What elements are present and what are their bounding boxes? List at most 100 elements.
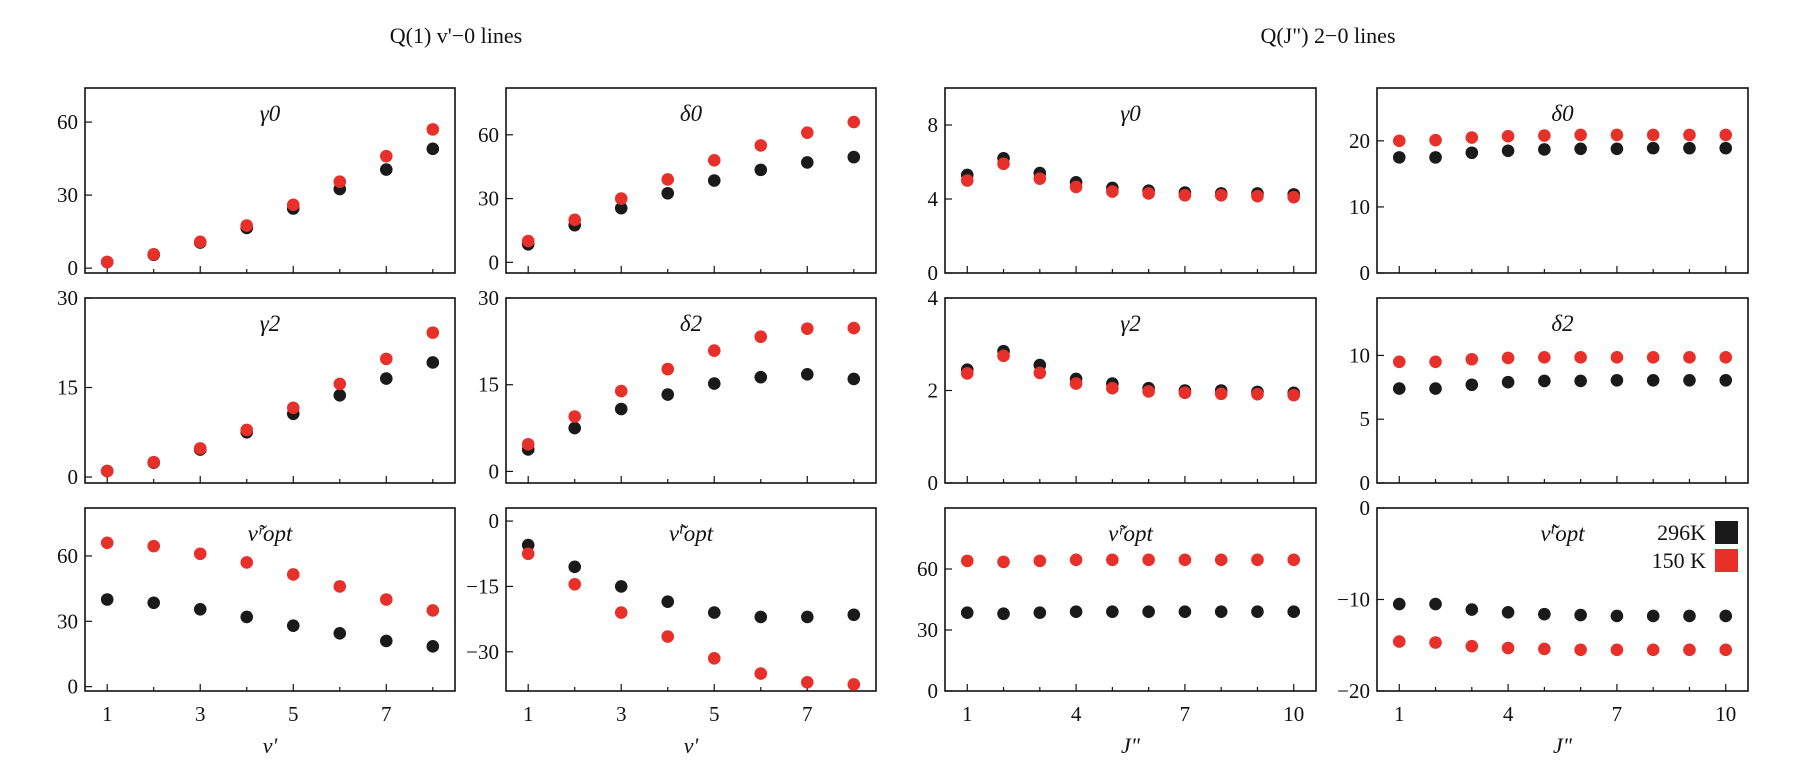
point-150k xyxy=(1142,385,1155,398)
y-tick-label: 5 xyxy=(1360,407,1371,431)
point-296k xyxy=(1719,373,1733,387)
point-150k xyxy=(997,157,1010,171)
point-296k xyxy=(1033,606,1047,620)
point-296k xyxy=(426,142,440,156)
point-296k xyxy=(661,186,675,200)
point-150k xyxy=(1251,387,1264,401)
point-296k xyxy=(661,595,675,608)
point-150k xyxy=(661,362,675,376)
point-150k xyxy=(1287,553,1301,567)
point-150k xyxy=(193,442,207,455)
point-150k xyxy=(147,247,161,261)
point-150k xyxy=(1610,643,1624,657)
panel-frame xyxy=(1376,297,1749,484)
point-150k xyxy=(1392,134,1406,148)
point-150k xyxy=(1106,381,1119,395)
point-296k xyxy=(847,608,861,622)
point-296k xyxy=(147,596,161,610)
point-150k xyxy=(960,174,974,187)
panel-frame xyxy=(1376,87,1749,274)
point-150k xyxy=(1574,351,1587,364)
point-296k xyxy=(379,634,393,648)
point-150k xyxy=(1069,180,1083,194)
panel-frame xyxy=(84,507,456,692)
point-296k xyxy=(754,370,768,384)
point-150k xyxy=(847,115,861,129)
group-title-left: Q(1) v'−0 lines xyxy=(390,23,522,48)
point-150k xyxy=(1719,351,1733,364)
point-150k xyxy=(960,554,974,568)
y-tick-label: 30 xyxy=(478,187,499,211)
point-150k xyxy=(1106,185,1119,198)
point-150k xyxy=(1465,639,1479,653)
point-150k xyxy=(1251,553,1264,567)
x-tick-label: 1 xyxy=(962,702,973,726)
panel-11: 0 30 60 1 4 7 10 J" ν̃ʳopt xyxy=(917,507,1317,758)
point-150k xyxy=(1501,129,1515,143)
panel-title: δ2 xyxy=(680,311,702,336)
point-150k xyxy=(1106,553,1119,567)
point-296k xyxy=(1501,375,1515,389)
y-tick-label: 30 xyxy=(57,286,78,310)
point-150k xyxy=(333,377,347,391)
point-150k xyxy=(1251,189,1264,203)
y-tick-label: 10 xyxy=(1349,195,1370,219)
point-150k xyxy=(1429,636,1442,649)
y-tick-label: 0 xyxy=(1360,471,1371,495)
point-150k xyxy=(1574,643,1587,657)
y-tick-label: 15 xyxy=(57,376,78,400)
point-150k xyxy=(193,547,207,561)
point-296k xyxy=(1429,382,1442,395)
x-axis-label: v' xyxy=(263,733,278,758)
panel-title: ν̃ʳopt xyxy=(248,521,293,546)
point-150k xyxy=(379,593,393,606)
point-296k xyxy=(1719,609,1733,623)
point-150k xyxy=(426,326,440,339)
point-150k xyxy=(1646,643,1660,657)
y-tick-label: 0 xyxy=(928,261,939,285)
y-tick-label: 30 xyxy=(478,286,499,310)
point-150k xyxy=(1683,128,1696,142)
point-150k xyxy=(286,198,300,212)
x-tick-label: 4 xyxy=(1071,702,1082,726)
point-150k xyxy=(568,577,582,591)
point-296k xyxy=(707,174,721,187)
point-150k xyxy=(1392,635,1406,648)
point-150k xyxy=(1033,172,1047,185)
panel-title: γ0 xyxy=(1120,101,1141,126)
y-tick-label: 60 xyxy=(478,123,499,147)
point-150k xyxy=(1178,386,1192,400)
point-296k xyxy=(333,388,347,402)
point-150k xyxy=(333,580,347,593)
point-150k xyxy=(1501,351,1515,365)
point-296k xyxy=(1465,378,1479,392)
point-296k xyxy=(1501,144,1515,158)
point-150k xyxy=(1610,351,1624,364)
point-296k xyxy=(847,372,861,386)
panel-frame xyxy=(505,507,877,692)
point-150k xyxy=(1683,351,1696,364)
x-tick-label: 10 xyxy=(1715,702,1736,726)
point-150k xyxy=(707,344,721,357)
panel-5: 0 15 30 γ2 xyxy=(57,286,456,489)
point-150k xyxy=(1214,387,1228,401)
x-axis-label: v' xyxy=(684,733,699,758)
panel-title: δ0 xyxy=(680,101,703,126)
y-tick-label: 15 xyxy=(478,373,499,397)
point-296k xyxy=(800,368,814,381)
panel-12: 0 −10 −20 1 4 7 10 J" ν̃ⁱopt xyxy=(1337,496,1749,758)
point-150k xyxy=(1719,128,1733,142)
legend-swatch xyxy=(1715,521,1738,544)
y-tick-label: 0 xyxy=(489,509,500,533)
point-296k xyxy=(333,626,347,640)
point-296k xyxy=(1538,374,1551,388)
point-296k xyxy=(100,593,114,606)
point-296k xyxy=(240,610,254,624)
panel-title: γ0 xyxy=(260,101,281,126)
legend-label: 150 K xyxy=(1652,548,1707,573)
point-150k xyxy=(1538,642,1551,656)
point-296k xyxy=(1429,597,1442,611)
x-tick-label: 5 xyxy=(709,702,720,726)
